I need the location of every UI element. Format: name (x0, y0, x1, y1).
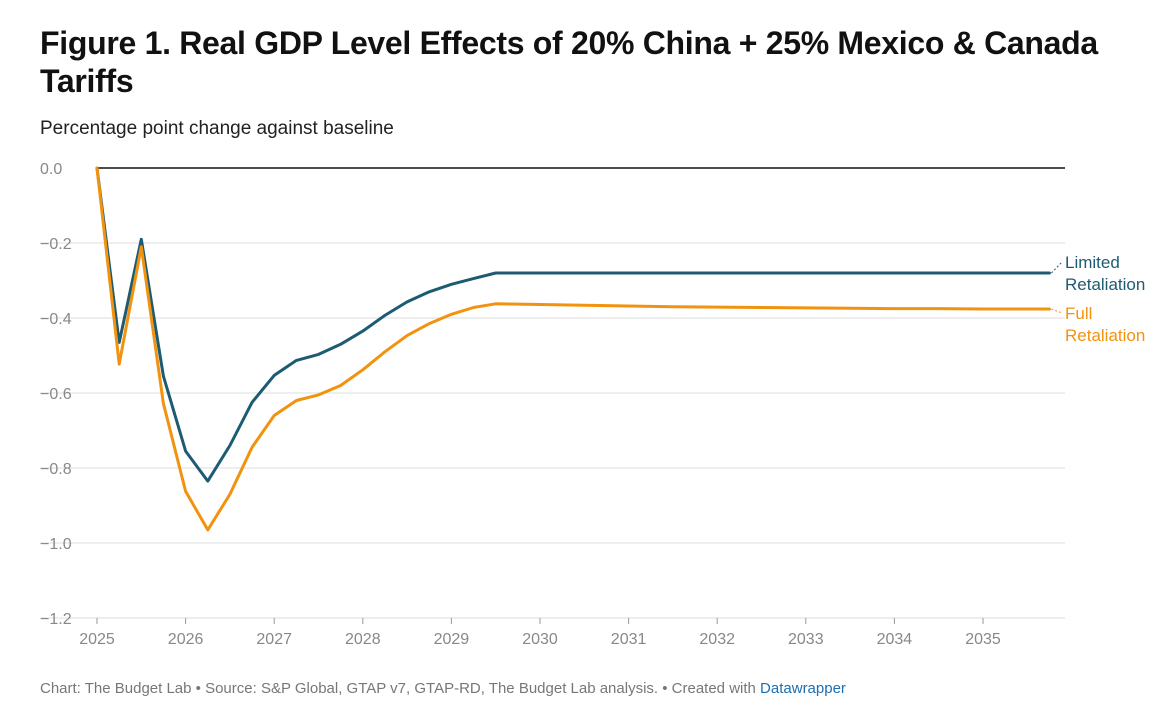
x-tick-label: 2025 (79, 631, 115, 648)
x-tick-label: 2034 (877, 631, 913, 648)
datawrapper-link[interactable]: Datawrapper (760, 680, 846, 697)
x-tick-label: 2027 (256, 631, 292, 648)
y-tick-label: −1.0 (40, 536, 72, 553)
x-tick-label: 2033 (788, 631, 824, 648)
series-label-line: Full (1065, 304, 1092, 323)
limited-retaliation-line (95, 166, 1051, 483)
full-retaliation-line (95, 166, 1051, 532)
series-label-line: Retaliation (1065, 326, 1145, 345)
x-tick-label: 2029 (434, 631, 470, 648)
series-label-line: Limited (1065, 253, 1120, 272)
y-tick-label: 0.0 (40, 161, 62, 178)
y-tick-label: −0.8 (40, 461, 72, 478)
footer-credits: Chart: The Budget Lab • Source: S&P Glob… (40, 680, 761, 697)
chart-subtitle: Percentage point change against baseline (40, 118, 394, 139)
full-retaliation-label-connector (1051, 308, 1063, 314)
x-tick-label: 2032 (699, 631, 735, 648)
y-tick-label: −0.2 (40, 236, 72, 253)
x-tick-label: 2028 (345, 631, 381, 648)
x-tick-label: 2030 (522, 631, 558, 648)
limited-retaliation-label-connector (1051, 261, 1063, 274)
chart-footer: Chart: The Budget Lab • Source: S&P Glob… (40, 680, 846, 697)
x-tick-label: 2026 (168, 631, 204, 648)
x-tick-label: 2035 (965, 631, 1001, 648)
chart-title: Figure 1. Real GDP Level Effects of 20% … (40, 25, 1098, 99)
full-retaliation-label: Full Retaliation (1065, 304, 1145, 345)
limited-retaliation-label: Limited Retaliation (1065, 253, 1145, 294)
y-tick-label: −1.2 (40, 611, 72, 628)
y-tick-label: −0.4 (40, 311, 72, 328)
series-label-line: Retaliation (1065, 275, 1145, 294)
y-tick-label: −0.6 (40, 386, 72, 403)
x-tick-label: 2031 (611, 631, 647, 648)
